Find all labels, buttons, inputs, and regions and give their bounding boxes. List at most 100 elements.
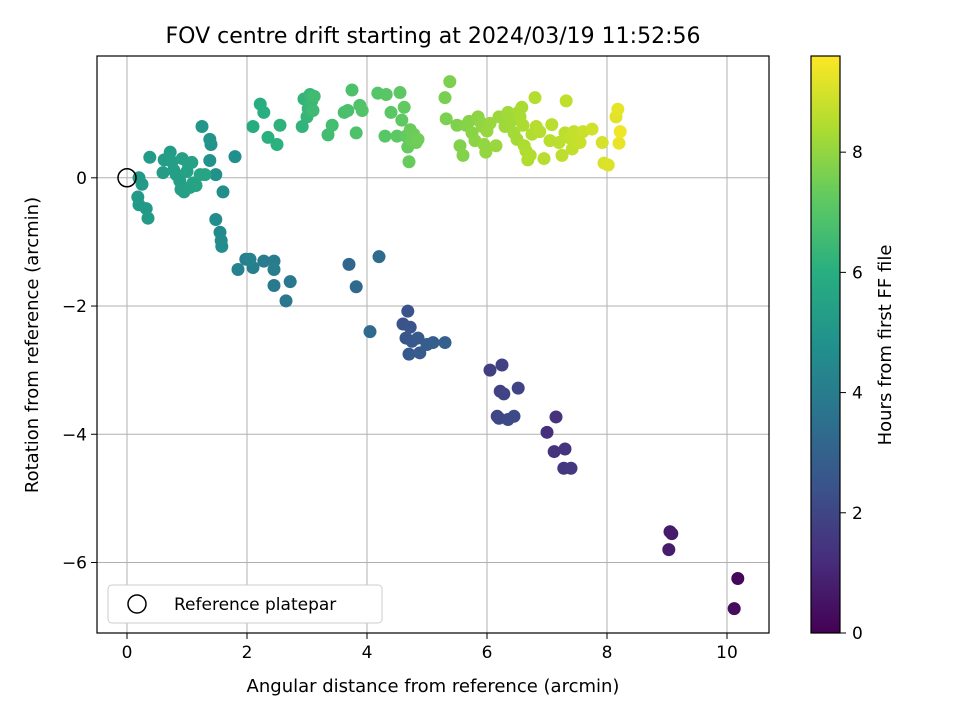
data-point xyxy=(306,103,320,117)
data-point xyxy=(507,409,521,423)
data-point xyxy=(511,381,525,395)
data-point xyxy=(564,461,578,475)
data-point xyxy=(450,118,464,132)
x-tick-label: 4 xyxy=(362,643,373,663)
data-point xyxy=(401,304,415,318)
data-point xyxy=(355,103,369,117)
data-point xyxy=(403,320,417,334)
data-point xyxy=(528,91,542,105)
data-point xyxy=(495,358,509,372)
data-point xyxy=(325,118,339,132)
data-point xyxy=(267,279,281,293)
data-point xyxy=(156,166,170,180)
data-point xyxy=(163,145,177,159)
data-point xyxy=(393,86,407,100)
data-point xyxy=(402,347,416,361)
data-point xyxy=(558,442,572,456)
data-point xyxy=(261,130,275,144)
data-point xyxy=(547,445,561,459)
y-axis-ticks: −6 −4 −2 0 xyxy=(62,169,97,573)
data-point xyxy=(209,168,223,182)
data-point xyxy=(612,136,626,150)
legend: Reference platepar xyxy=(107,584,383,624)
data-point xyxy=(537,152,551,166)
data-point xyxy=(559,94,573,108)
data-point xyxy=(611,102,625,116)
data-point xyxy=(143,150,157,164)
data-point xyxy=(549,410,563,424)
data-point xyxy=(195,120,209,134)
y-tick-label: −4 xyxy=(62,425,87,445)
data-point xyxy=(307,89,321,103)
x-tick-label: 8 xyxy=(602,643,613,663)
data-point xyxy=(483,116,497,130)
colorbar xyxy=(810,55,841,634)
data-point xyxy=(731,572,745,586)
data-point xyxy=(390,129,404,143)
data-point xyxy=(411,331,425,345)
data-point xyxy=(283,275,297,289)
data-point xyxy=(573,136,587,150)
data-point xyxy=(228,150,242,164)
data-point xyxy=(439,112,453,126)
data-point xyxy=(555,148,569,162)
data-point xyxy=(345,83,359,97)
data-point xyxy=(601,158,615,172)
colorbar-label: Hours from first FF file xyxy=(875,245,896,446)
data-point xyxy=(295,120,309,134)
x-tick-label: 6 xyxy=(482,643,493,663)
data-point xyxy=(585,122,599,136)
data-point xyxy=(613,125,627,139)
data-point xyxy=(257,105,271,119)
x-tick-label: 10 xyxy=(716,643,738,663)
data-point xyxy=(402,155,416,169)
y-tick-label: −6 xyxy=(62,553,87,573)
data-point xyxy=(141,211,155,225)
data-point xyxy=(231,262,245,276)
data-point xyxy=(203,154,217,168)
data-point xyxy=(198,168,212,182)
chart-title: FOV centre drift starting at 2024/03/19 … xyxy=(166,24,701,49)
data-point xyxy=(279,294,293,308)
data-point xyxy=(215,239,229,253)
data-point xyxy=(456,148,470,162)
data-point xyxy=(243,252,257,266)
data-point xyxy=(185,155,199,169)
data-point xyxy=(379,87,393,101)
legend-box xyxy=(107,584,383,624)
data-point xyxy=(438,336,452,350)
data-point xyxy=(397,100,411,114)
data-point xyxy=(515,100,529,114)
data-point xyxy=(426,336,440,350)
data-point xyxy=(273,118,287,132)
data-point xyxy=(349,280,363,294)
legend-reference-icon xyxy=(127,594,147,614)
legend-label: Reference platepar xyxy=(174,595,336,615)
x-tick-label: 0 xyxy=(122,643,133,663)
plot-frame xyxy=(96,55,770,634)
data-point xyxy=(139,202,153,216)
data-point xyxy=(552,136,566,150)
data-point xyxy=(483,363,497,377)
reference-marker xyxy=(117,168,137,188)
y-axis-label: Rotation from reference (arcmin) xyxy=(22,197,43,493)
data-point xyxy=(189,179,203,193)
data-point xyxy=(209,212,223,226)
colorbar-tick-label: 0 xyxy=(852,624,863,644)
data-point xyxy=(497,387,511,401)
data-point xyxy=(246,120,260,134)
colorbar-ticks: 0 2 4 6 8 xyxy=(840,143,863,644)
data-point xyxy=(523,148,537,162)
data-point xyxy=(438,91,452,105)
data-point xyxy=(545,118,559,132)
data-point xyxy=(540,425,554,439)
data-points xyxy=(131,75,745,616)
data-point xyxy=(395,113,409,127)
data-point xyxy=(257,254,271,268)
x-axis-ticks: 0 2 4 6 8 10 xyxy=(122,633,738,663)
colorbar-tick-label: 4 xyxy=(852,384,863,404)
x-tick-label: 2 xyxy=(242,643,253,663)
data-point xyxy=(349,126,363,140)
data-point xyxy=(372,250,386,264)
